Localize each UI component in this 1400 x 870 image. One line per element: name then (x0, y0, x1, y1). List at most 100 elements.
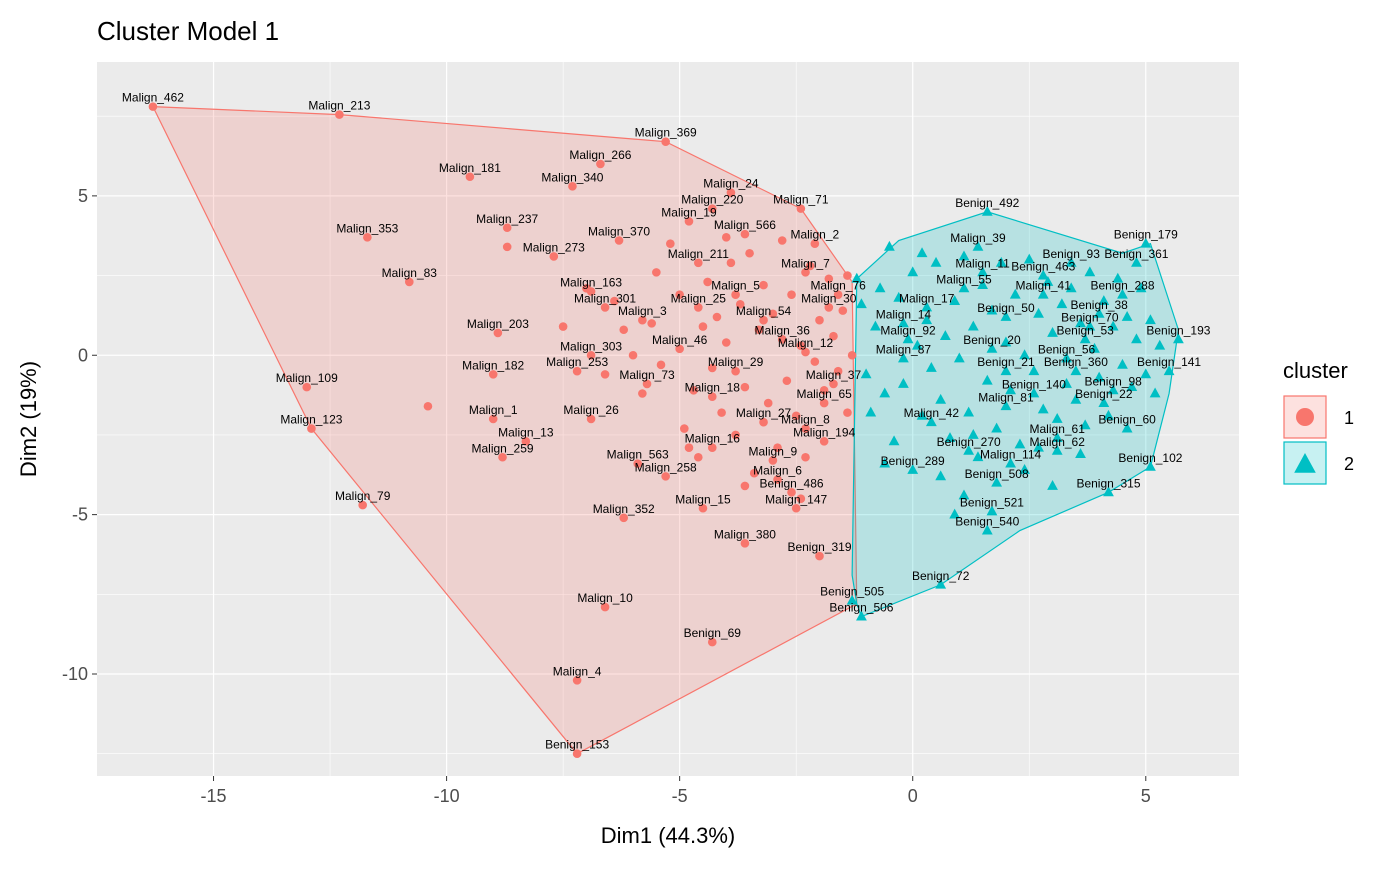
point-label: Malign_182 (462, 358, 524, 372)
point-label: Malign_563 (607, 448, 669, 462)
cluster-2-point (1093, 307, 1105, 318)
cluster-2-point (1061, 377, 1072, 388)
cluster-2-point (907, 464, 919, 474)
cluster-2-point (1033, 441, 1044, 452)
point-layer (148, 102, 1184, 758)
cluster-1-point (498, 452, 507, 462)
point-label: Malign_4 (553, 664, 602, 678)
cluster-1-point (740, 382, 750, 392)
cluster-2-point (981, 374, 993, 385)
cluster-2-point (1140, 368, 1152, 379)
cluster-1-point (731, 290, 740, 299)
point-label: Malign_87 (876, 342, 932, 356)
point-label: Malign_7 (781, 256, 830, 270)
cluster-1-point (656, 360, 666, 370)
point-label: Benign_492 (955, 196, 1019, 210)
cluster-2-point (1135, 282, 1147, 293)
point-label: Malign_266 (569, 148, 631, 162)
cluster-1-point (787, 488, 796, 497)
cluster-1-point (796, 341, 806, 350)
point-label: Benign_102 (1118, 451, 1182, 465)
cluster-2-point (1056, 298, 1068, 309)
cluster-1-point (773, 475, 782, 484)
point-label: Malign_3 (618, 304, 667, 318)
cluster-1-point (819, 398, 829, 408)
cluster-1-point (586, 350, 596, 360)
cluster-2-point (1009, 288, 1021, 299)
point-label: Malign_42 (904, 406, 960, 420)
cluster-2-point (902, 333, 914, 344)
cluster-1-point (465, 172, 475, 182)
point-label: Benign_21 (977, 355, 1035, 369)
point-label: Malign_39 (950, 231, 1006, 245)
point-label: Benign_463 (1011, 260, 1075, 274)
x-tick-label: -10 (434, 786, 460, 806)
cluster-1-point (726, 258, 736, 268)
cluster-2-point (1098, 397, 1110, 407)
cluster-2-point (1149, 387, 1161, 398)
point-label: Benign_179 (1114, 228, 1178, 242)
cluster-2-point (1117, 358, 1128, 369)
cluster-2-point (949, 508, 961, 519)
point-label: Malign_24 (703, 177, 759, 191)
point-label: Malign_55 (936, 272, 992, 286)
cluster-2-point (879, 387, 891, 398)
cluster-2-point (1103, 409, 1114, 420)
cluster-1-point (824, 303, 834, 312)
point-label: Malign_17 (899, 291, 955, 305)
cluster-2-point (995, 256, 1007, 267)
cluster-1-point (707, 637, 717, 647)
point-label: Benign_20 (963, 333, 1021, 347)
point-label: Malign_19 (661, 205, 717, 219)
point-label: Malign_181 (439, 161, 501, 175)
cluster-1-point (335, 110, 344, 119)
point-label: Malign_237 (476, 212, 538, 226)
cluster-1-point (759, 280, 768, 290)
cluster-2-point (916, 409, 928, 420)
cluster-1-point (787, 290, 796, 299)
point-label: Malign_462 (122, 91, 184, 105)
point-label: Malign_301 (574, 291, 636, 305)
point-label: Malign_10 (577, 591, 633, 605)
tick-layer: -15 -10 -5 0 5 -10 -5 0 5 (62, 186, 1151, 806)
cluster-2-point (1047, 479, 1058, 490)
point-label: Malign_163 (560, 276, 622, 290)
cluster-2-point (865, 406, 877, 417)
cluster-2-point (958, 282, 970, 293)
cluster-2-point (1131, 256, 1142, 267)
label-layer: Malign_462 Malign_213 Malign_369 Malign_181… (122, 91, 1211, 752)
cluster-1-point (423, 401, 433, 411)
y-tick-label: 0 (78, 345, 88, 365)
point-label: Malign_79 (335, 489, 391, 503)
point-label: Malign_253 (546, 355, 608, 369)
cluster-1-point (600, 303, 610, 312)
cluster-2-point (846, 594, 858, 605)
point-label: Malign_123 (280, 413, 342, 427)
point-label: Benign_69 (684, 626, 742, 640)
grid-layer (97, 62, 1239, 776)
cluster-1-point (647, 319, 656, 328)
cluster-2-point (967, 320, 979, 331)
cluster-1-point (759, 417, 768, 427)
cluster-2-point (953, 352, 965, 363)
cluster-2-point (1028, 387, 1040, 398)
cluster-1-point (843, 408, 852, 417)
cluster-1-point (805, 261, 815, 271)
point-label: Malign_5 (711, 279, 760, 293)
point-label: Benign_141 (1137, 355, 1201, 369)
point-label: Benign_140 (1002, 378, 1066, 392)
point-label: Malign_114 (980, 448, 1041, 462)
cluster-2-point (1084, 266, 1096, 277)
cluster-1-point (638, 315, 647, 325)
cluster-2-point (1000, 365, 1012, 376)
cluster-1-point (819, 437, 829, 446)
cluster-2-point (967, 428, 979, 439)
cluster-1-point (773, 443, 782, 452)
point-label: Malign_352 (593, 502, 655, 516)
cluster-2-point (884, 240, 895, 251)
cluster-1-point (801, 347, 810, 357)
cluster-1-point (405, 277, 414, 287)
point-label: Malign_25 (671, 291, 727, 305)
point-label: Benign_38 (1070, 298, 1128, 312)
legend-triangle-icon (1294, 453, 1316, 473)
